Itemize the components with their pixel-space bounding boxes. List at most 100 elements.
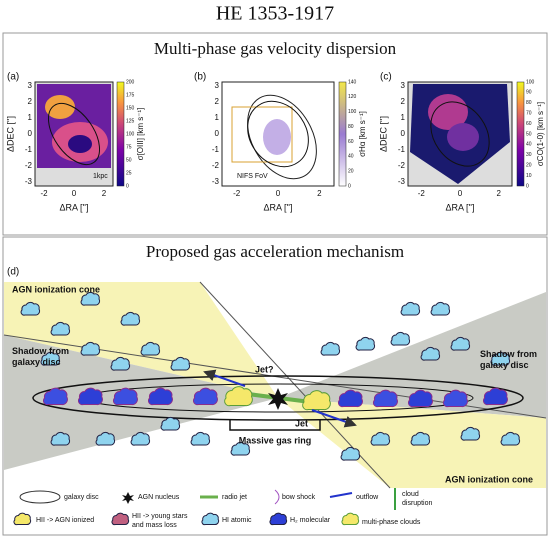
colorbar-tick-label: 200 [126, 79, 135, 85]
x-tick-label: 2 [317, 189, 322, 198]
y-tick-label: -1 [398, 145, 406, 154]
colorbar-tick-label: 120 [348, 94, 357, 100]
cloud [341, 512, 360, 526]
colorbar-tick-label: 70 [526, 111, 532, 117]
annotation: Jet [295, 418, 308, 428]
colorbar-tick-label: 0 [526, 183, 529, 189]
cloud [120, 311, 141, 326]
cloud [390, 331, 411, 346]
outflow [203, 369, 246, 387]
agn-nucleus [268, 388, 288, 410]
cloud [170, 356, 191, 371]
cone [4, 282, 278, 398]
x-axis-label: ΔRA [''] [264, 202, 293, 212]
cloud [130, 431, 151, 446]
cloud [500, 431, 521, 446]
contour [247, 100, 309, 168]
cloud [95, 431, 116, 446]
panel-label: (d) [7, 267, 19, 278]
cloud [40, 351, 61, 366]
cloud [201, 512, 220, 526]
cloud [337, 389, 363, 408]
cloud [192, 387, 218, 406]
colorbar-tick-label: 140 [348, 79, 357, 85]
panel-label: (c) [380, 72, 392, 83]
legend-text: HI atomic [222, 517, 252, 524]
map [68, 135, 92, 153]
contour [47, 102, 101, 166]
cloud [370, 431, 391, 446]
cloud [77, 387, 103, 406]
annotation: NIFS FoV [237, 173, 268, 180]
y-tick-label: 0 [401, 129, 406, 138]
x-tick-label: -2 [40, 189, 48, 198]
legend-swatch [274, 489, 280, 505]
label: cloud disruption [402, 491, 432, 507]
map [45, 95, 75, 119]
galaxy-disc [32, 375, 524, 421]
shadow [278, 292, 546, 418]
label: Shadow from galaxy disc [12, 346, 69, 367]
cloud [340, 446, 361, 461]
panel-label: (b) [194, 72, 206, 83]
x-tick-label: 0 [72, 189, 77, 198]
colorbar-tick-label: 30 [526, 152, 532, 158]
legend-text: bow shock [282, 494, 316, 501]
colorbar-tick-label: 175 [126, 92, 135, 98]
cloud [147, 387, 173, 406]
colorbar-tick-label: 0 [348, 183, 351, 189]
y-tick-label: -3 [212, 177, 220, 186]
cloud [269, 512, 288, 526]
colorbar [516, 81, 525, 187]
cloud [80, 291, 101, 306]
colorbar-tick-label: 60 [348, 139, 354, 145]
y-axis-label: ΔDEC [''] [5, 116, 15, 152]
outflow [311, 409, 357, 428]
y-tick-label: -2 [25, 161, 33, 170]
cloud [420, 346, 441, 361]
colorbar-tick-label: 40 [348, 154, 354, 160]
cloud [110, 356, 131, 371]
cloud [372, 389, 398, 408]
x-tick-label: -2 [233, 189, 241, 198]
contour [430, 101, 490, 167]
colorbar-tick-label: 20 [348, 168, 354, 174]
colorbar-tick-label: 80 [526, 100, 532, 106]
colorbar-label: σCO(1-0) [km s⁻¹] [536, 102, 545, 166]
cloud [50, 321, 71, 336]
colorbar-tick-label: 10 [526, 173, 532, 179]
cloud [20, 301, 41, 316]
legend-text: radio jet [222, 494, 247, 501]
colorbar-tick-label: 40 [526, 142, 532, 148]
bottom-frame [2, 236, 548, 536]
y-tick-label: 1 [215, 113, 220, 122]
label-line: cloud [402, 491, 419, 498]
cloud [430, 301, 451, 316]
colorbar-tick-label: 125 [126, 118, 135, 124]
cloud [407, 389, 433, 408]
y-axis-label: ΔDEC [''] [378, 116, 388, 152]
y-tick-label: -1 [25, 145, 33, 154]
y-tick-label: 0 [28, 129, 33, 138]
label-line: galaxy disc [12, 357, 61, 367]
fov [231, 106, 293, 163]
colorbar-label: σHα [km s⁻¹] [358, 111, 367, 157]
panel-label: (a) [7, 72, 19, 83]
map [263, 119, 291, 155]
x-tick-label: 2 [102, 189, 107, 198]
top-title: Multi-phase gas velocity dispersion [154, 39, 397, 58]
x-axis-label: ΔRA [''] [60, 202, 89, 212]
label-line: Shadow from [12, 346, 69, 356]
annotation: AGN ionization cone [12, 284, 100, 294]
x-tick-label: 0 [276, 189, 281, 198]
y-tick-label: -2 [212, 161, 220, 170]
cloud [80, 341, 101, 356]
annotation: Massive gas ring [239, 435, 312, 445]
y-tick-label: 3 [215, 81, 220, 90]
section-title: Proposed gas acceleration mechanism [146, 242, 404, 261]
figure-title: HE 1353-1917 [216, 3, 334, 25]
annotation: Jet? [255, 364, 274, 374]
label-line: disruption [402, 500, 432, 507]
y-tick-label: -3 [25, 177, 33, 186]
colorbar-tick-label: 50 [526, 131, 532, 137]
